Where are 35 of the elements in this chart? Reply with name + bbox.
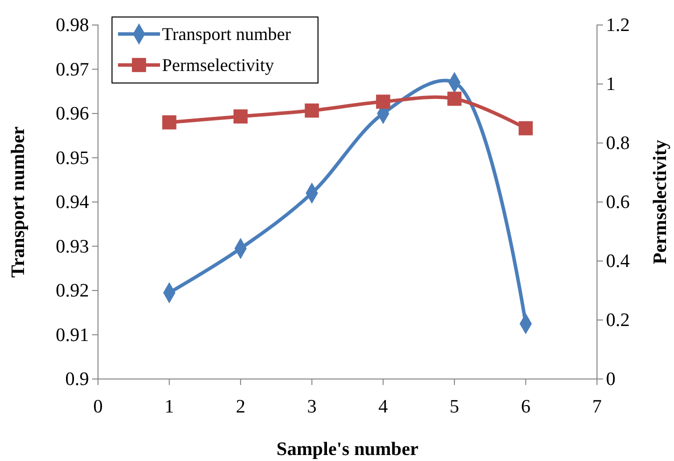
x-tick-label: 1 bbox=[164, 396, 174, 418]
x-tick-label: 3 bbox=[307, 396, 317, 418]
y-tick-label: 0.91 bbox=[56, 324, 89, 346]
x-tick-label: 2 bbox=[236, 396, 246, 418]
y-tick-label: 0.95 bbox=[56, 148, 89, 169]
legend-label: Transport number bbox=[162, 24, 291, 44]
y2-tick-label: 0.6 bbox=[606, 192, 630, 214]
y-tick-label: 0.93 bbox=[56, 236, 89, 258]
point bbox=[447, 92, 462, 106]
y-tick-label: 0.97 bbox=[56, 59, 89, 80]
x-tick-label: 7 bbox=[592, 396, 602, 418]
y2-tick-label: 0.4 bbox=[606, 251, 630, 272]
y-tick-label: 0.92 bbox=[56, 280, 89, 302]
y-tick-label: 0.98 bbox=[56, 15, 89, 36]
x-tick-label: 6 bbox=[520, 396, 530, 418]
y-tick-label: 0.9 bbox=[65, 369, 89, 390]
y2-tick-label: 1 bbox=[606, 74, 616, 96]
point bbox=[376, 94, 390, 109]
x-tick-label: 5 bbox=[450, 396, 460, 418]
point bbox=[304, 103, 319, 118]
x-axis-title: Sample's number bbox=[276, 439, 420, 460]
legend-label: Permselectivity bbox=[162, 55, 274, 75]
point bbox=[234, 109, 248, 124]
y2-axis-title: Permselectivity bbox=[650, 139, 671, 264]
y2-tick-label: 0 bbox=[606, 369, 616, 390]
y-axis-title: Transport number bbox=[8, 126, 29, 278]
y2-tick-label: 0.8 bbox=[606, 133, 630, 154]
x-tick-label: 4 bbox=[378, 396, 388, 418]
y-tick-label: 0.94 bbox=[56, 192, 90, 214]
point bbox=[518, 121, 533, 136]
point bbox=[162, 115, 176, 130]
y2-tick-label: 1.2 bbox=[606, 15, 630, 36]
y-tick-label: 0.96 bbox=[56, 104, 89, 125]
x-tick-label: 0 bbox=[93, 396, 103, 418]
y2-tick-label: 0.2 bbox=[606, 310, 630, 332]
